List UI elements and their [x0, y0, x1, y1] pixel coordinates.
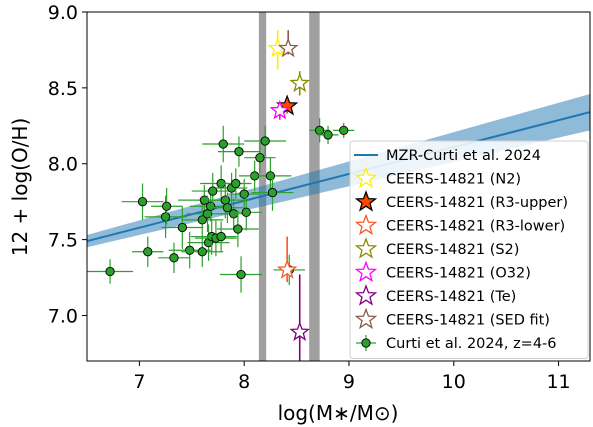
curti-marker: [217, 232, 225, 240]
legend-label: CEERS-14821 (O32): [386, 266, 531, 282]
x-tick-label-11: 11: [546, 371, 570, 393]
curti-marker: [162, 202, 170, 210]
curti-marker: [324, 131, 332, 139]
curti-marker: [219, 140, 227, 148]
curti-marker: [240, 190, 248, 198]
curti-marker: [209, 187, 217, 195]
curti-marker: [234, 225, 242, 233]
legend-circle-icon: [362, 339, 370, 347]
curti-marker: [340, 126, 348, 134]
curti-marker: [266, 172, 274, 180]
curti-marker: [261, 137, 269, 145]
curti-marker: [185, 246, 193, 254]
curti-marker: [178, 223, 186, 231]
y-axis-label: 12 + log(O/H): [8, 118, 32, 257]
x-tick-label-9: 9: [343, 371, 355, 393]
legend-label: MZR-Curti et al. 2024: [386, 148, 541, 164]
x-tick-label-8: 8: [238, 371, 250, 393]
legend: MZR-Curti et al. 2024 CEERS-14821 (N2) CEE…: [350, 141, 588, 359]
legend-label: CEERS-14821 (Te): [386, 289, 516, 305]
curti-marker: [161, 213, 169, 221]
x-axis-label: log(M∗/M⊙): [278, 401, 399, 425]
curti-marker: [170, 254, 178, 262]
legend-entry-r3-upper: CEERS-14821 (R3-upper): [356, 192, 568, 211]
legend-label: CEERS-14821 (S2): [386, 242, 519, 258]
legend-label: CEERS-14821 (R3-lower): [386, 219, 565, 235]
y-tick-label-9.0: 9.0: [48, 2, 78, 24]
curti-marker: [230, 210, 238, 218]
y-tick-label-8.5: 8.5: [48, 78, 78, 100]
legend-label: Curti et al. 2024, z=4-6: [386, 336, 557, 352]
legend-label: CEERS-14821 (N2): [386, 172, 521, 188]
legend-entry-sed-fit: CEERS-14821 (SED fit): [356, 310, 549, 329]
legend-label: CEERS-14821 (R3-upper): [386, 195, 568, 211]
curti-marker: [268, 188, 276, 196]
legend-entry-curti: Curti et al. 2024, z=4-6: [356, 335, 557, 352]
y-tick-label-8.0: 8.0: [48, 154, 78, 176]
curti-marker: [256, 153, 264, 161]
curti-marker: [106, 267, 114, 275]
curti-marker: [242, 208, 250, 216]
curti-marker: [237, 270, 245, 278]
y-tick-label-7.5: 7.5: [48, 230, 78, 252]
curti-marker: [232, 179, 240, 187]
y-tick-label-7.0: 7.0: [48, 305, 78, 327]
x-tick-label-7: 7: [133, 371, 145, 393]
x-tick-label-10: 10: [442, 371, 466, 393]
curti-marker: [198, 248, 206, 256]
curti-marker: [144, 248, 152, 256]
curti-marker: [206, 202, 214, 210]
curti-marker: [221, 196, 229, 204]
legend-entry-r3-lower: CEERS-14821 (R3-lower): [356, 216, 565, 235]
curti-marker: [138, 197, 146, 205]
legend-label: CEERS-14821 (SED fit): [386, 313, 550, 329]
curti-marker: [235, 147, 243, 155]
curti-marker: [315, 126, 323, 134]
